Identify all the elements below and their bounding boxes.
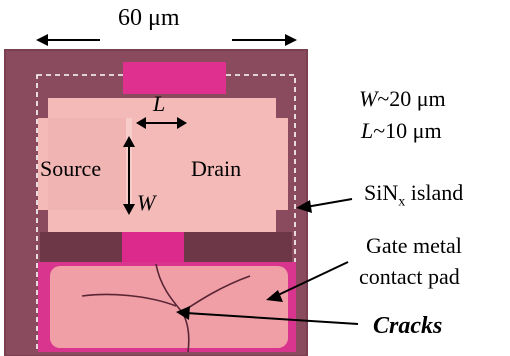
sinx-island-label: SiNx island (364, 182, 463, 209)
w-value-label: W~20 μm (359, 88, 446, 110)
cracks-label: Cracks (373, 313, 443, 339)
sinx-suffix: island (405, 180, 464, 205)
gate-contact-pad (50, 266, 288, 348)
width-dimension-label: 60 μm (118, 5, 180, 31)
gate-label-line1: Gate metal (366, 233, 462, 258)
gate-label-line2: contact pad (359, 264, 460, 289)
sinx-subscript: x (398, 194, 406, 210)
l-value-label: L~10 μm (361, 120, 442, 142)
gate-metal-bottom (122, 232, 184, 262)
gate-metal-top (123, 62, 226, 94)
l-symbol: L (361, 118, 374, 143)
w-value: ~20 μm (377, 86, 446, 111)
l-arrow-label: L (153, 91, 166, 116)
l-value: ~10 μm (373, 118, 442, 143)
drain-label: Drain (191, 156, 242, 181)
source-label: Source (40, 156, 102, 181)
w-symbol: W (359, 86, 378, 111)
sinx-main: SiN (364, 180, 399, 205)
w-arrow-label: W (137, 190, 156, 215)
